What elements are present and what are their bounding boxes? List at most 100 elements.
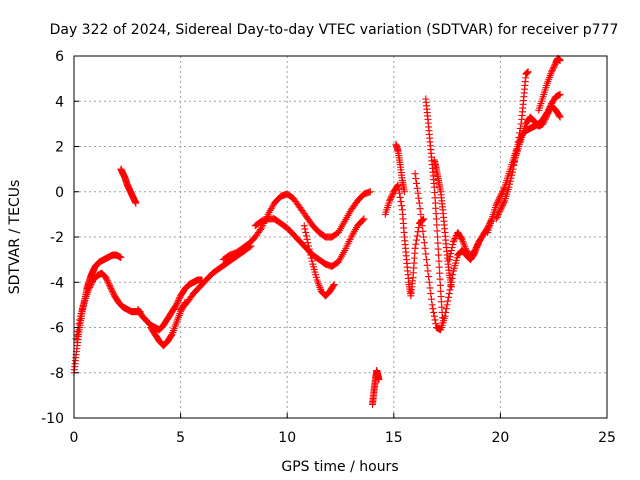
data-point [167,331,175,339]
series-arc12 [392,140,408,196]
data-point [435,263,443,271]
data-point [307,251,315,259]
data-point [430,308,438,316]
data-point [446,253,454,261]
data-point [434,239,442,247]
data-point [396,193,404,201]
data-point [494,198,502,206]
series-arc16 [445,215,496,264]
data-point [106,281,114,289]
data-point [492,201,500,209]
data-point [508,171,516,179]
data-point [429,305,437,313]
data-point [432,215,440,223]
data-point [500,198,508,206]
data-point [175,295,183,303]
data-point [555,112,563,120]
data-point [414,189,422,197]
data-point [543,111,551,119]
data-point [87,281,95,289]
data-point [436,269,444,277]
data-point [497,191,505,199]
data-point [449,241,457,249]
data-point [388,192,396,200]
data-point [415,194,423,202]
data-point [413,179,421,187]
data-point [550,62,558,70]
series-arc7 [219,188,374,264]
data-point [496,206,504,214]
data-point [472,244,480,252]
data-point [411,170,419,178]
x-axis-label: GPS time / hours [281,459,398,475]
data-point [505,183,513,191]
data-point [542,114,550,122]
data-point [548,68,556,76]
data-point [397,198,405,206]
data-point [305,242,313,250]
data-point [445,293,453,301]
data-point [548,66,556,74]
data-point [303,235,311,243]
data-point [413,236,421,244]
data-point [74,327,82,335]
data-point [556,57,564,65]
data-point [307,254,315,262]
data-point [172,301,180,309]
data-point [426,284,434,292]
y-tick-label: 0 [55,185,64,201]
data-point [419,227,427,235]
data-point [495,195,503,203]
data-point [428,301,436,309]
data-point [117,253,125,261]
data-point [545,108,553,116]
data-point [108,287,116,295]
y-tick-label: 2 [55,140,64,156]
data-point [436,275,444,283]
x-tick-label: 0 [70,430,79,446]
data-point [375,376,383,384]
data-point [498,203,506,211]
data-point [103,277,111,285]
y-tick-label: 6 [55,49,64,65]
data-point [457,234,465,242]
data-point [493,213,501,221]
data-point [432,320,440,328]
data-point [415,199,423,207]
data-point [75,320,83,328]
data-point [360,215,368,223]
data-point [435,251,443,259]
x-tick-label: 10 [278,430,296,446]
data-point [417,210,425,218]
tick-labels: 0 5 10 15 20 25 -10 -8 -6 -4 -2 0 2 4 6 [41,49,616,446]
data-point [86,284,94,292]
series-arc6 [177,242,255,313]
data-point [306,248,314,256]
data-point [507,174,515,182]
data-point [472,245,480,253]
data-point [556,113,564,121]
data-point [499,186,507,194]
data-point [308,257,316,265]
data-point [495,209,503,217]
data-point [413,232,421,240]
data-point [499,200,507,208]
data-point [400,188,408,196]
data-point [545,106,553,114]
data-point [88,279,96,287]
data-point [418,216,426,224]
chart-title: Day 322 of 2024, Sidereal Day-to-day VTE… [50,22,619,38]
y-tick-label: 4 [55,94,64,110]
data-point [386,195,394,203]
data-point [556,90,564,98]
data-point [540,117,548,125]
data-point [423,261,431,269]
data-point [107,284,115,292]
data-point [435,257,443,265]
data-point [302,228,310,236]
y-tick-label: -4 [50,275,64,291]
data-point [506,177,514,185]
data-point [451,235,459,243]
data-point [474,241,482,249]
